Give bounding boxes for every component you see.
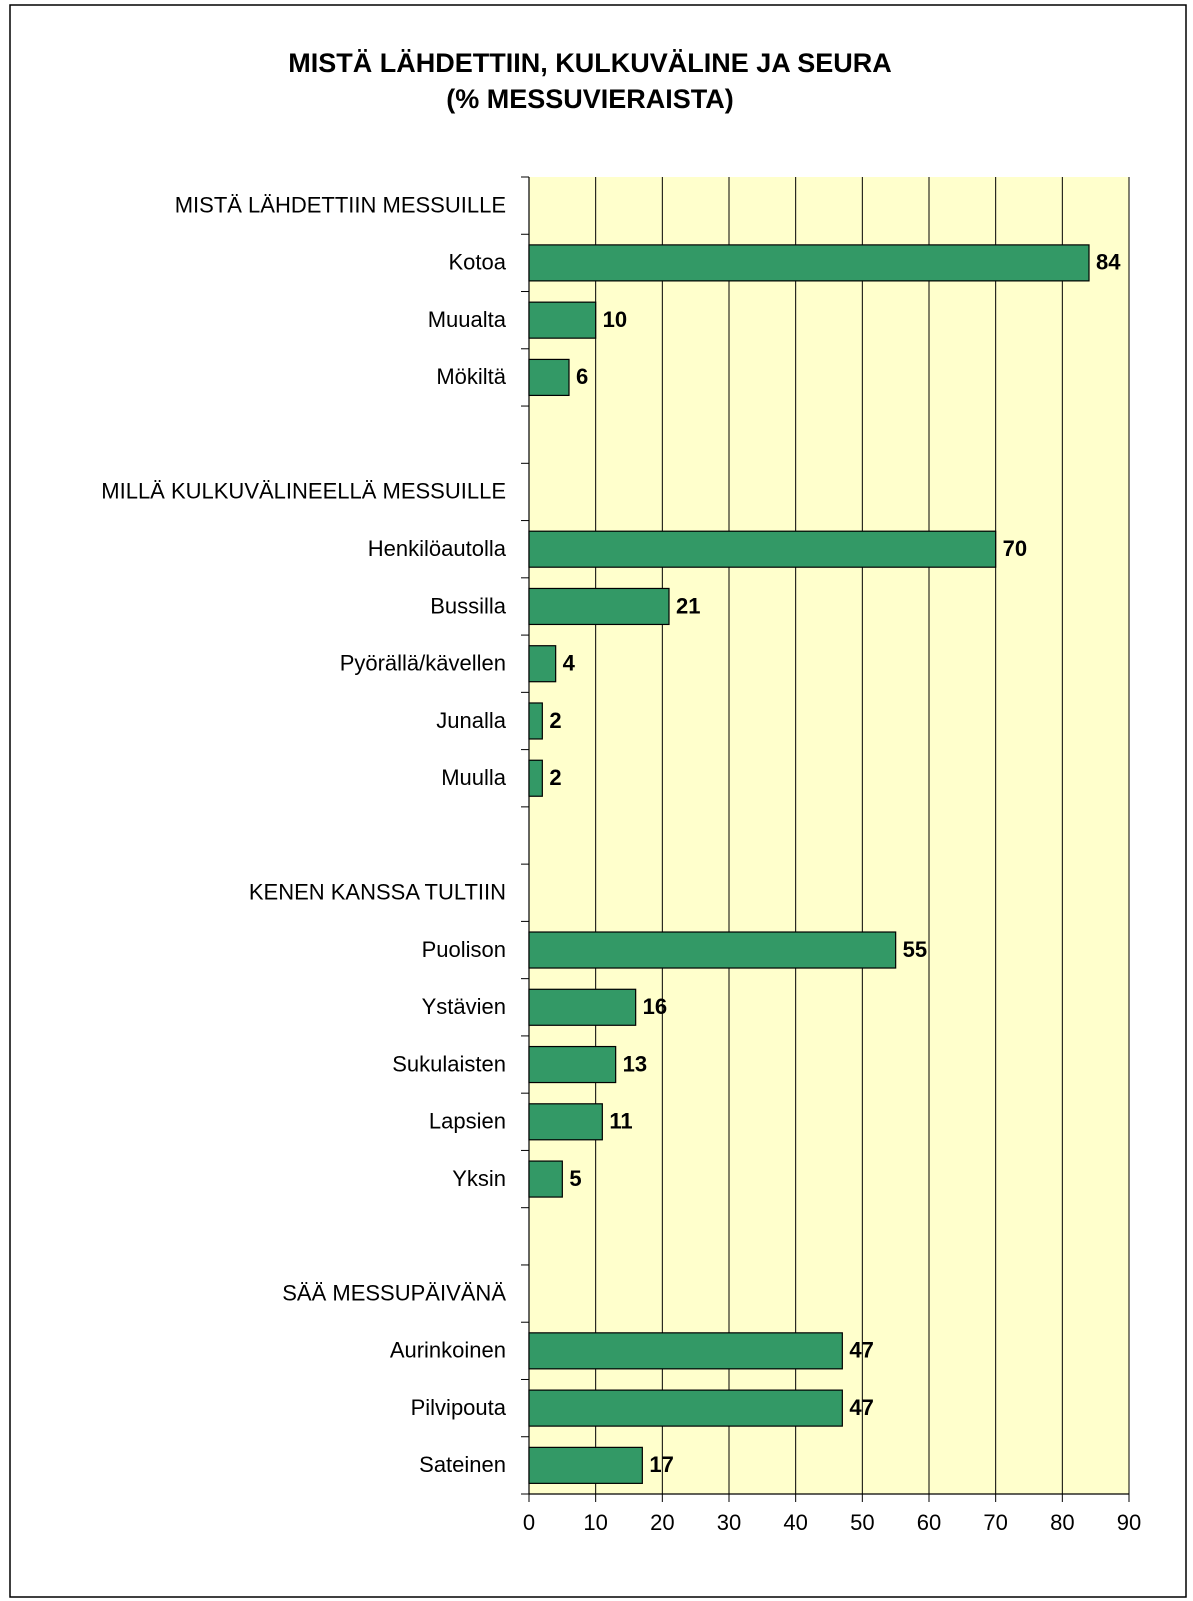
bar [528,1446,643,1484]
value-label: 70 [1003,536,1027,561]
y-tick-label: Yksin [452,1166,506,1191]
bar [528,645,557,683]
y-tick-label: Aurinkoinen [390,1338,506,1363]
value-label: 17 [649,1452,673,1477]
bar [528,587,670,626]
value-label: 47 [849,1338,873,1363]
plot-area [529,177,1129,1494]
y-tick-label: MILLÄ KULKUVÄLINEELLÄ MESSUILLE [101,479,506,504]
bar [528,1332,843,1370]
y-tick-label: Puolison [422,937,506,962]
bar [528,1103,603,1141]
value-label: 5 [569,1166,581,1191]
value-label: 55 [903,937,927,962]
x-tick-label: 90 [1117,1510,1141,1535]
value-label: 84 [1096,250,1121,275]
y-tick-label: Lapsien [429,1109,506,1134]
bar [528,530,997,568]
bar [528,244,1090,282]
x-tick-label: 10 [583,1510,607,1535]
y-tick-label: Sukulaisten [392,1051,506,1076]
x-tick-label: 50 [850,1510,874,1535]
bar [528,931,897,969]
value-label: 10 [603,307,627,332]
y-tick-label: Muulla [441,765,507,790]
x-tick-label: 40 [783,1510,807,1535]
y-tick-label: Mökiltä [436,364,506,389]
x-tick-label: 30 [717,1510,741,1535]
y-tick-label: Henkilöautolla [368,536,507,561]
value-label: 11 [609,1109,632,1134]
value-label: 2 [549,765,561,790]
bar [528,358,570,397]
value-label: 2 [549,708,561,733]
x-tick-label: 20 [650,1510,674,1535]
value-label: 21 [676,593,700,618]
x-tick-label: 70 [983,1510,1007,1535]
x-tick-label: 60 [917,1510,941,1535]
y-tick-label: Junalla [436,708,506,733]
chart-title: MISTÄ LÄHDETTIIN, KULKUVÄLINE JA SEURA [288,48,892,78]
y-tick-label: Muualta [428,307,507,332]
y-tick-label: Kotoa [449,250,507,275]
value-label: 6 [576,364,588,389]
bar [528,1389,843,1427]
y-tick-label: Sateinen [419,1452,506,1477]
y-tick-label: Pyörällä/kävellen [340,651,506,676]
bar [528,759,543,797]
y-tick-label: Pilvipouta [411,1395,507,1420]
value-label: 4 [563,651,576,676]
y-tick-label: Ystävien [422,994,506,1019]
value-label: 13 [623,1051,647,1076]
x-tick-label: 0 [523,1510,535,1535]
bar [528,1160,563,1198]
x-tick-label: 80 [1050,1510,1074,1535]
y-tick-label: Bussilla [430,593,507,618]
y-tick-label: MISTÄ LÄHDETTIIN MESSUILLE [175,192,506,217]
bar [528,988,637,1026]
value-label: 47 [849,1395,873,1420]
y-tick-label: SÄÄ MESSUPÄIVÄNÄ [282,1280,506,1305]
chart-subtitle: (% MESSUVIERAISTA) [446,84,734,114]
bar [528,702,543,740]
value-label: 16 [643,994,667,1019]
bar [528,1045,617,1084]
bar [528,301,597,339]
y-tick-label: KENEN KANSSA TULTIIN [249,880,506,905]
